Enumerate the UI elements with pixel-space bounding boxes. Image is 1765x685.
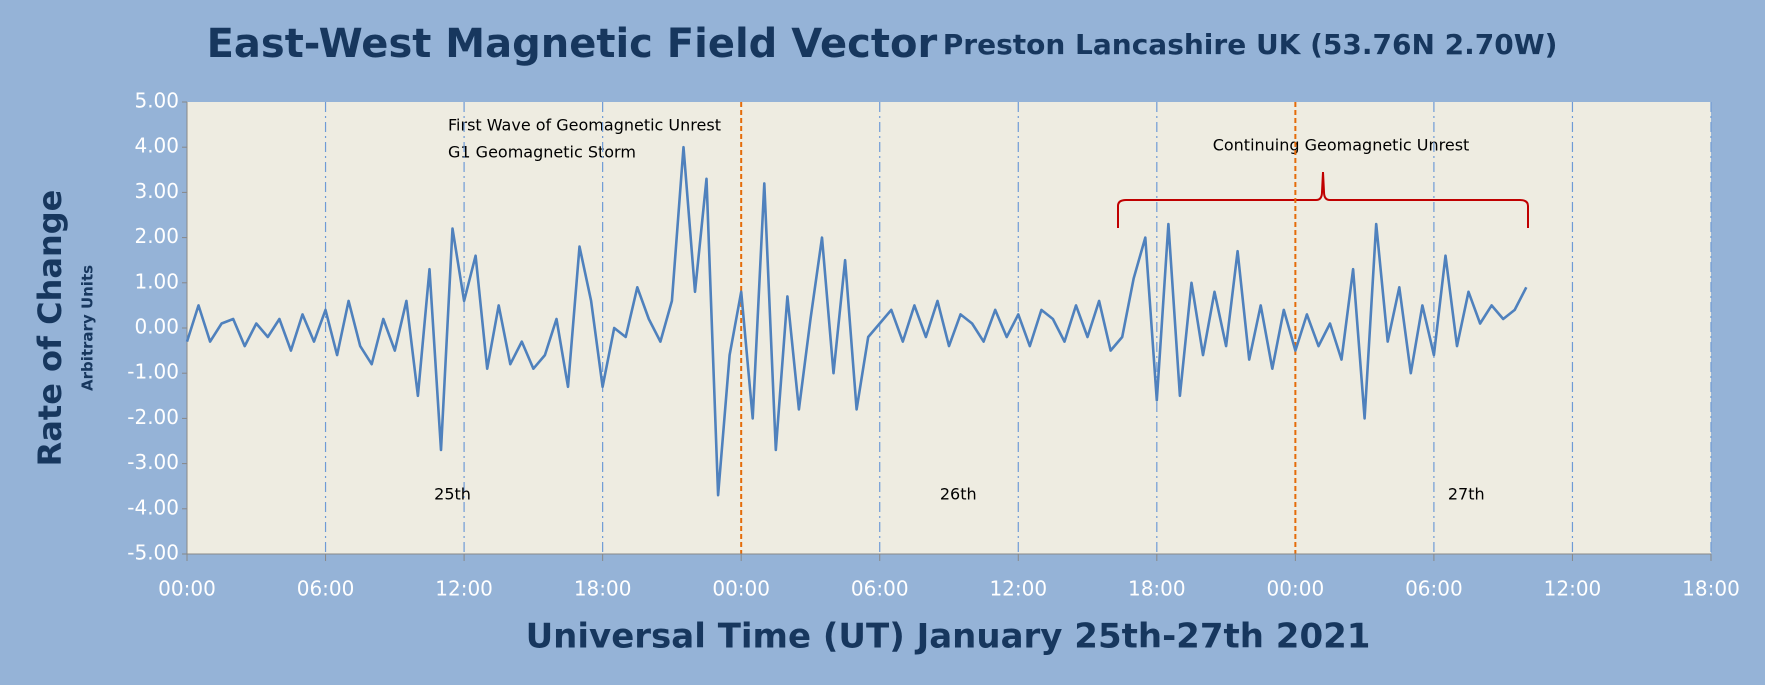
day-label: 25th xyxy=(434,485,471,504)
x-tick-label: 12:00 xyxy=(435,577,493,601)
x-tick-label: 12:00 xyxy=(1544,577,1602,601)
x-tick-label: 18:00 xyxy=(574,577,632,601)
chart-title: East-West Magnetic Field Vector xyxy=(207,21,938,67)
y-tick-label: 3.00 xyxy=(134,179,179,203)
y-tick-label: 2.00 xyxy=(134,224,179,248)
x-tick-label: 18:00 xyxy=(1128,577,1186,601)
y-tick-label: -2.00 xyxy=(127,405,179,429)
x-tick-label: 06:00 xyxy=(297,577,355,601)
annotation: G1 Geomagnetic Storm xyxy=(448,143,636,162)
data-line xyxy=(185,145,1528,497)
day-label: 27th xyxy=(1448,485,1485,504)
x-tick-label: 12:00 xyxy=(989,577,1047,601)
y-tick-label: 1.00 xyxy=(134,269,179,293)
x-tick-label: 00:00 xyxy=(1267,577,1325,601)
x-tick-label: 06:00 xyxy=(851,577,909,601)
x-axis-label: Universal Time (UT) January 25th-27th 20… xyxy=(526,617,1371,657)
x-tick-label: 06:00 xyxy=(1405,577,1463,601)
y-tick-label: 0.00 xyxy=(134,315,179,339)
title-group: East-West Magnetic Field Vector Preston … xyxy=(207,21,1558,67)
x-tick-label: 00:00 xyxy=(712,577,770,601)
y-tick-label: -5.00 xyxy=(127,541,179,565)
annotation: First Wave of Geomagnetic Unrest xyxy=(448,116,721,135)
y-axis-sublabel: Arbitrary Units xyxy=(79,265,97,391)
day-label: 26th xyxy=(940,485,977,504)
y-tick-label: -1.00 xyxy=(127,360,179,384)
plot-area xyxy=(187,102,1711,554)
y-tick-label: -4.00 xyxy=(127,495,179,519)
y-tick-label: 5.00 xyxy=(134,89,179,113)
chart-subtitle: Preston Lancashire UK (53.76N 2.70W) xyxy=(943,28,1558,61)
y-axis-label: Rate of Change xyxy=(31,190,69,467)
bracket xyxy=(1117,171,1529,228)
y-tick-label: 4.00 xyxy=(134,134,179,158)
annotation: Continuing Geomagnetic Unrest xyxy=(1213,136,1470,155)
x-tick-label: 18:00 xyxy=(1682,577,1740,601)
y-tick-label: -3.00 xyxy=(127,450,179,474)
x-tick-label: 00:00 xyxy=(158,577,216,601)
